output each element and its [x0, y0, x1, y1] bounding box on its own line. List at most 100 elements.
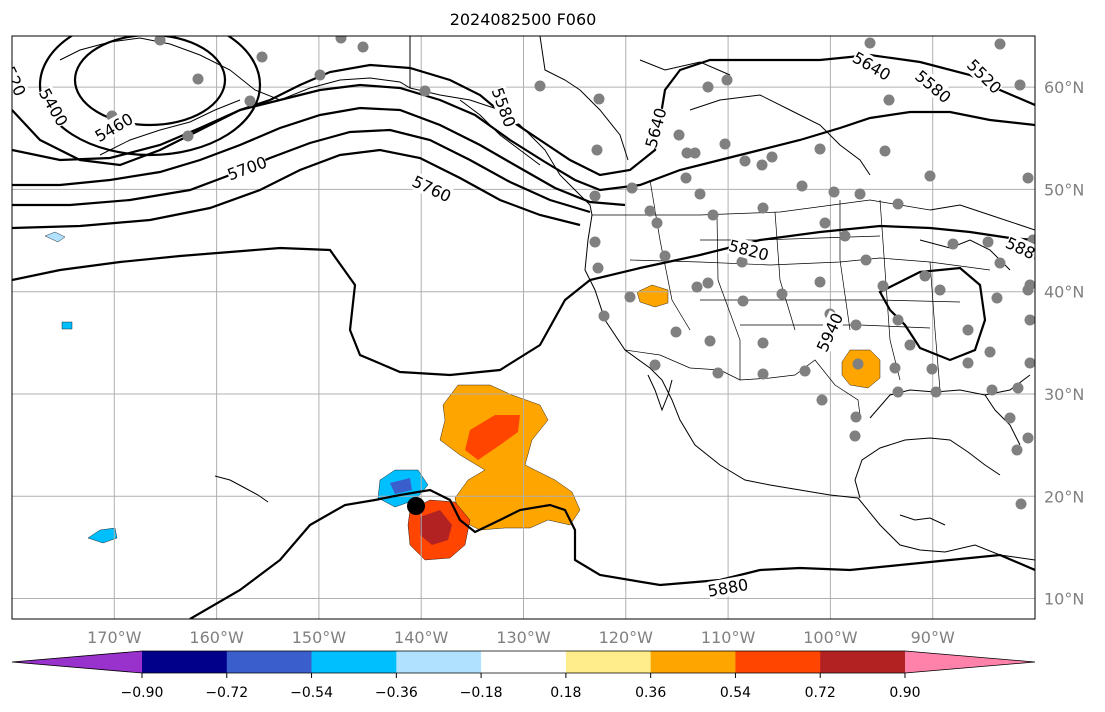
station-marker: [182, 130, 194, 142]
station-marker: [1022, 284, 1034, 296]
gridlines: [12, 36, 1035, 619]
station-marker: [314, 69, 326, 81]
station-marker: [1024, 357, 1035, 369]
station-marker: [852, 358, 864, 370]
station-marker: [1015, 498, 1027, 510]
contour-label-bg: [912, 66, 955, 107]
station-marker: [680, 172, 692, 184]
station-marker: [854, 188, 866, 200]
colorbar-segment: [311, 651, 397, 673]
lon-tick-label: 170°W: [87, 628, 142, 647]
lat-tick-label: 50°N: [1044, 180, 1084, 199]
station-marker: [1024, 314, 1035, 326]
station-marker: [924, 170, 936, 182]
lon-tick-label: 130°W: [496, 628, 551, 647]
lat-tick-label: 10°N: [1044, 590, 1084, 609]
station-marker: [879, 145, 891, 157]
contour-label-bg: [1003, 233, 1035, 267]
contour-label-bg: [409, 171, 454, 206]
contour-label-bg: [706, 574, 750, 600]
station-marker: [689, 147, 701, 159]
station-marker: [644, 205, 656, 217]
contour-label-bg: [225, 152, 269, 184]
station-marker: [712, 367, 724, 379]
contour-label-bg: [91, 109, 136, 145]
colorbar-tick-label: 0.18: [550, 685, 581, 701]
station-marker: [659, 250, 671, 262]
map-frame: [11, 35, 1036, 620]
station-marker: [962, 324, 974, 336]
station-markers: [106, 36, 1035, 510]
colorbar-tick-label: −0.90: [121, 685, 164, 701]
lon-tick-label: 140°W: [394, 628, 449, 647]
station-marker: [814, 276, 826, 288]
station-marker: [757, 368, 769, 380]
station-marker: [860, 254, 872, 266]
station-marker: [591, 144, 603, 156]
station-marker: [626, 182, 638, 194]
colorbar-tick-label: 0.90: [889, 685, 920, 701]
station-marker: [670, 326, 682, 338]
station-marker: [904, 339, 916, 351]
lat-tick-label: 30°N: [1044, 385, 1084, 404]
colorbar-segment: [820, 651, 906, 673]
station-marker: [892, 314, 904, 326]
station-marker: [889, 362, 901, 374]
lon-tick-label: 120°W: [599, 628, 654, 647]
station-marker: [739, 155, 751, 167]
station-marker: [244, 95, 256, 107]
chart-title: 2024082500 F060: [450, 10, 597, 29]
station-marker: [892, 386, 904, 398]
station-marker: [984, 346, 996, 358]
station-marker: [864, 37, 876, 49]
colorbar-segment: [142, 651, 228, 673]
station-marker: [994, 38, 1006, 50]
station-marker: [737, 295, 749, 307]
station-marker: [934, 284, 946, 296]
station-marker: [702, 277, 714, 289]
colorbar-segment: [565, 651, 652, 673]
station-marker: [681, 147, 693, 159]
colorbar-extend-min: [12, 651, 142, 673]
contour-label-bg: [641, 106, 670, 150]
station-marker: [694, 188, 706, 200]
station-marker: [589, 236, 601, 248]
colorbar-tick-label: 0.54: [720, 685, 751, 701]
station-marker: [335, 36, 347, 44]
station-marker: [994, 257, 1006, 269]
station-marker: [192, 73, 204, 85]
station-marker: [814, 143, 826, 155]
station-marker: [991, 292, 1003, 304]
lon-tick-label: 100°W: [803, 628, 858, 647]
contour-label-bg: [964, 55, 1006, 97]
station-marker: [651, 217, 663, 229]
colorbar-segment: [396, 651, 482, 673]
longitude-ticks: 170°W 160°W 150°W 140°W 130°W 120°W 110°W 100°W…: [87, 628, 955, 647]
station-marker: [986, 384, 998, 396]
colorbar-segment: [735, 651, 821, 673]
coastlines: [59, 36, 1035, 561]
contour-label-bg: [849, 48, 894, 84]
station-marker: [839, 230, 851, 242]
lat-tick-label: 20°N: [1044, 487, 1084, 506]
station-marker: [1011, 444, 1023, 456]
lon-tick-label: 160°W: [189, 628, 244, 647]
station-marker: [982, 236, 994, 248]
station-marker: [1022, 172, 1034, 184]
colorbar-segment: [226, 651, 313, 673]
station-marker: [691, 281, 703, 293]
station-marker: [534, 80, 546, 92]
station-marker: [883, 94, 895, 106]
station-marker: [719, 138, 731, 150]
station-marker: [757, 337, 769, 349]
colorbar-extend-max: [905, 651, 1035, 673]
contour-label-bg: [727, 235, 771, 264]
station-marker: [892, 198, 904, 210]
latitude-ticks: 60°N 50°N 40°N 30°N 20°N 10°N: [1044, 78, 1084, 608]
station-marker: [736, 256, 748, 268]
station-marker: [756, 159, 768, 171]
colorbar-tick-label: 0.36: [635, 685, 666, 701]
colorbar-tick-label: 0.72: [805, 685, 836, 701]
